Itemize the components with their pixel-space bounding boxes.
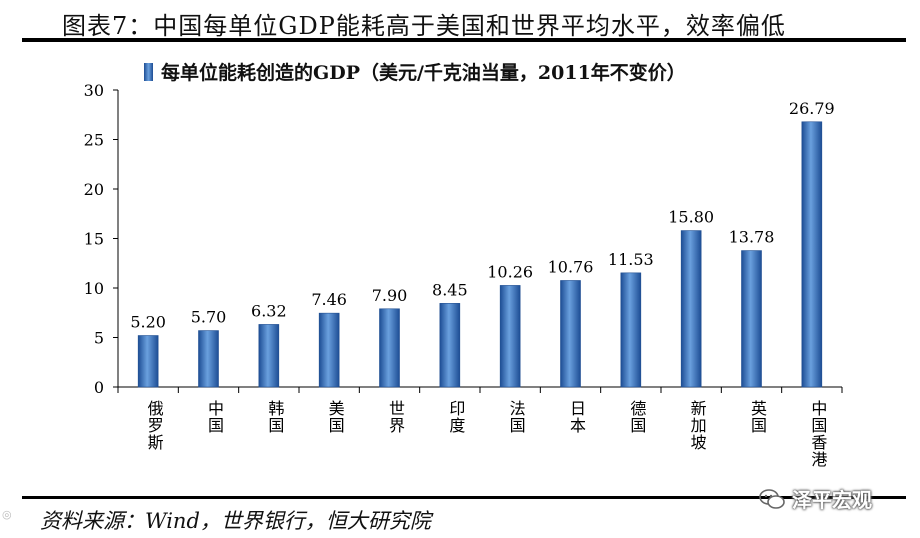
watermark: 泽平宏观 — [758, 484, 872, 513]
figure-title: 图表7：中国每单位GDP能耗高于美国和世界平均水平，效率偏低 — [62, 12, 786, 40]
bar — [137, 335, 159, 388]
category-label: 中国 — [205, 400, 224, 434]
legend-label: 每单位能耗创造的GDP（美元/千克油当量，2011年不变价） — [161, 62, 686, 84]
category-label: 俄罗斯 — [145, 400, 164, 451]
bar — [620, 272, 642, 388]
bar — [318, 312, 340, 388]
category-label: 法国 — [507, 400, 526, 434]
data-label: 6.32 — [251, 301, 287, 320]
category-label: 韩国 — [265, 400, 284, 434]
bar — [499, 285, 521, 388]
bar — [258, 324, 280, 388]
category-label: 英国 — [748, 400, 767, 434]
data-label: 26.79 — [789, 99, 835, 118]
data-label: 15.80 — [668, 208, 714, 227]
category-label: 美国 — [326, 400, 345, 434]
legend-swatch — [144, 62, 153, 81]
bar — [198, 330, 219, 388]
wechat-icon — [759, 488, 785, 509]
data-label: 5.20 — [130, 313, 166, 332]
y-tick-label: 10 — [84, 279, 104, 298]
y-tick-label: 25 — [84, 131, 104, 150]
data-label: 8.45 — [432, 280, 468, 299]
category-label: 新加坡 — [688, 400, 707, 451]
bar — [439, 303, 461, 388]
y-tick-label: 5 — [94, 329, 104, 348]
bottom-rule — [22, 496, 906, 499]
bar-chart: 0 5 10 15 20 25 30 5.20 俄罗斯 5.70 中国 6.32 韩国 7.46 美国 7.9… — [84, 81, 843, 468]
category-label: 德国 — [627, 400, 646, 434]
bar — [379, 308, 400, 388]
category-label: 印度 — [446, 400, 465, 434]
corner-mark: ◎ — [2, 508, 12, 521]
bar — [680, 230, 702, 388]
bar — [801, 121, 823, 388]
bar — [560, 280, 581, 388]
data-label: 13.78 — [729, 228, 775, 247]
category-label: 日本 — [567, 400, 586, 434]
data-label: 7.46 — [311, 290, 347, 309]
top-rule — [22, 38, 906, 42]
y-tick-label: 0 — [94, 378, 104, 397]
data-label: 10.26 — [487, 262, 533, 281]
chart-legend: 每单位能耗创造的GDP（美元/千克油当量，2011年不变价） — [144, 58, 686, 85]
category-label: 中国香港 — [808, 400, 827, 468]
category-label: 世界 — [386, 400, 405, 434]
data-label: 7.90 — [372, 286, 408, 305]
source-note: 资料来源：Wind，世界银行，恒大研究院 — [40, 509, 431, 533]
y-tick-label: 20 — [84, 180, 104, 199]
bar — [741, 250, 762, 388]
y-tick-label: 15 — [84, 230, 104, 249]
data-label: 10.76 — [548, 257, 594, 276]
y-tick-label: 30 — [84, 81, 104, 100]
data-label: 11.53 — [608, 250, 654, 269]
data-label: 5.70 — [191, 308, 227, 327]
watermark-label: 泽平宏观 — [792, 488, 872, 512]
